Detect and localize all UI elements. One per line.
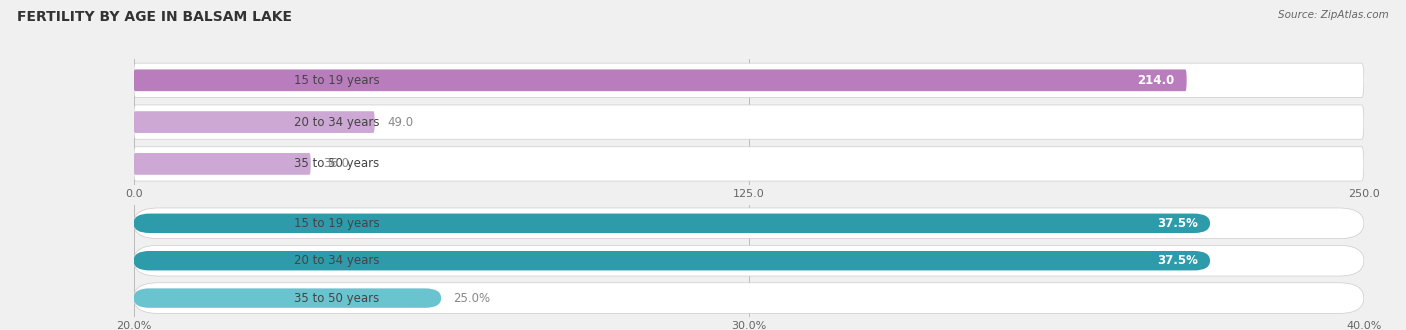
FancyBboxPatch shape [134,246,1364,276]
Text: 20 to 34 years: 20 to 34 years [294,254,380,267]
FancyBboxPatch shape [134,283,1364,314]
FancyBboxPatch shape [134,251,1211,270]
FancyBboxPatch shape [134,288,441,308]
Text: 15 to 19 years: 15 to 19 years [294,74,380,87]
FancyBboxPatch shape [134,111,374,133]
Text: 25.0%: 25.0% [453,292,491,305]
Text: 214.0: 214.0 [1137,74,1174,87]
FancyBboxPatch shape [134,214,1211,233]
FancyBboxPatch shape [134,105,1364,139]
FancyBboxPatch shape [134,153,311,175]
Text: 15 to 19 years: 15 to 19 years [294,217,380,230]
FancyBboxPatch shape [134,69,1187,91]
FancyBboxPatch shape [134,147,1364,181]
FancyBboxPatch shape [134,63,1364,97]
Text: 20 to 34 years: 20 to 34 years [294,115,380,129]
Text: 35 to 50 years: 35 to 50 years [294,292,378,305]
Text: Source: ZipAtlas.com: Source: ZipAtlas.com [1278,10,1389,20]
FancyBboxPatch shape [134,208,1364,239]
Text: 37.5%: 37.5% [1157,217,1198,230]
Text: 36.0: 36.0 [323,157,349,170]
Text: FERTILITY BY AGE IN BALSAM LAKE: FERTILITY BY AGE IN BALSAM LAKE [17,10,292,24]
Text: 35 to 50 years: 35 to 50 years [294,157,378,170]
Text: 37.5%: 37.5% [1157,254,1198,267]
Text: 49.0: 49.0 [387,115,413,129]
